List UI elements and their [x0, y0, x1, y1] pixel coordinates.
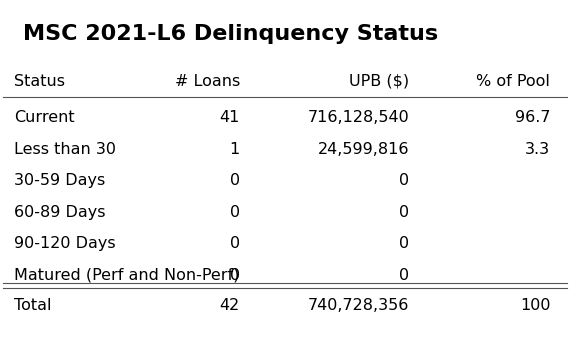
Text: 41: 41 — [219, 111, 240, 125]
Text: 3.3: 3.3 — [525, 142, 550, 157]
Text: Status: Status — [14, 74, 65, 89]
Text: UPB ($): UPB ($) — [349, 74, 409, 89]
Text: 740,728,356: 740,728,356 — [308, 298, 409, 313]
Text: 90-120 Days: 90-120 Days — [14, 236, 116, 251]
Text: 30-59 Days: 30-59 Days — [14, 174, 105, 188]
Text: % of Pool: % of Pool — [477, 74, 550, 89]
Text: MSC 2021-L6 Delinquency Status: MSC 2021-L6 Delinquency Status — [23, 24, 438, 43]
Text: 0: 0 — [399, 174, 409, 188]
Text: 96.7: 96.7 — [515, 111, 550, 125]
Text: 0: 0 — [399, 268, 409, 283]
Text: 0: 0 — [230, 174, 240, 188]
Text: 1: 1 — [230, 142, 240, 157]
Text: 42: 42 — [219, 298, 240, 313]
Text: Less than 30: Less than 30 — [14, 142, 116, 157]
Text: 100: 100 — [520, 298, 550, 313]
Text: 0: 0 — [230, 268, 240, 283]
Text: 0: 0 — [399, 236, 409, 251]
Text: # Loans: # Loans — [174, 74, 240, 89]
Text: Total: Total — [14, 298, 51, 313]
Text: Current: Current — [14, 111, 75, 125]
Text: 716,128,540: 716,128,540 — [307, 111, 409, 125]
Text: 24,599,816: 24,599,816 — [317, 142, 409, 157]
Text: 0: 0 — [230, 236, 240, 251]
Text: Matured (Perf and Non-Perf): Matured (Perf and Non-Perf) — [14, 268, 239, 283]
Text: 60-89 Days: 60-89 Days — [14, 205, 105, 220]
Text: 0: 0 — [399, 205, 409, 220]
Text: 0: 0 — [230, 205, 240, 220]
